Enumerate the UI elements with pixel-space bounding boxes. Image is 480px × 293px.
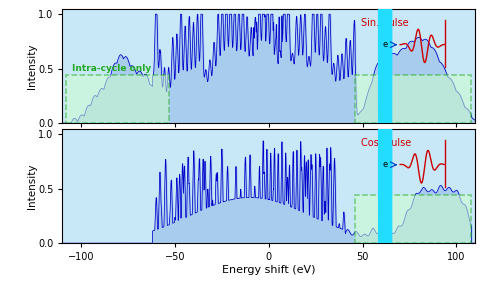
Y-axis label: Intensity: Intensity (26, 163, 36, 209)
Bar (66, 75, 169, 123)
Text: Cos. pulse: Cos. pulse (361, 137, 411, 148)
Text: e: e (383, 160, 388, 169)
X-axis label: Energy shift (eV): Energy shift (eV) (222, 265, 315, 275)
Y-axis label: Intensity: Intensity (26, 43, 36, 89)
Circle shape (379, 0, 392, 293)
Circle shape (379, 0, 392, 293)
Bar (355, 195, 471, 243)
Text: e: e (383, 40, 388, 49)
Text: Sin. pulse: Sin. pulse (361, 18, 408, 28)
Bar (355, 75, 471, 123)
Text: Intra-cycle only: Intra-cycle only (72, 64, 151, 73)
